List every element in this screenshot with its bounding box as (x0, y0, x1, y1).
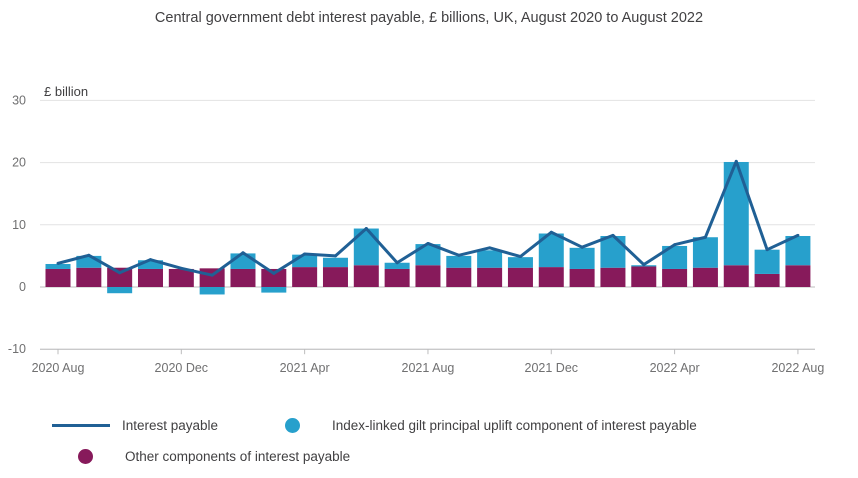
line-point-interest-payable (364, 227, 368, 231)
line-point-interest-payable (87, 253, 91, 257)
line-point-interest-payable (580, 245, 584, 249)
line-point-interest-payable (703, 235, 707, 239)
x-tick-label: 2022 Aug (771, 361, 824, 375)
line-point-interest-payable (642, 263, 646, 267)
bar-index-linked-uplift (137, 260, 163, 269)
bar-index-linked-uplift (477, 250, 503, 268)
x-tick-label: 2022 Apr (650, 361, 700, 375)
bar-index-linked-uplift (723, 161, 749, 266)
bar-other-components (107, 267, 133, 287)
line-point-interest-payable (673, 243, 677, 247)
bar-other-components (631, 266, 657, 287)
bar-other-components (415, 265, 441, 287)
bar-other-components (230, 268, 256, 287)
bar-other-components (569, 268, 595, 287)
line-point-interest-payable (518, 255, 522, 259)
bar-index-linked-uplift (754, 249, 780, 274)
bar-other-components (45, 268, 71, 287)
bar-other-components (446, 267, 472, 287)
x-tick-label: 2020 Aug (32, 361, 85, 375)
bar-other-components (723, 265, 749, 287)
bar-other-components (600, 267, 626, 287)
legend-dot-swatch (285, 418, 300, 433)
y-tick-label: 10 (12, 218, 26, 232)
line-point-interest-payable (457, 253, 461, 257)
bar-other-components (507, 267, 533, 287)
bar-other-components (199, 268, 225, 287)
y-tick-label: -10 (8, 342, 26, 356)
bar-index-linked-uplift (107, 287, 133, 294)
bar-index-linked-uplift (230, 253, 256, 269)
line-point-interest-payable (765, 248, 769, 252)
line-point-interest-payable (241, 251, 245, 255)
line-point-interest-payable (488, 246, 492, 250)
bar-index-linked-uplift (353, 228, 379, 266)
bar-index-linked-uplift (76, 255, 102, 268)
bar-other-components (76, 267, 102, 287)
x-tick-label: 2021 Apr (280, 361, 330, 375)
bar-index-linked-uplift (507, 257, 533, 268)
x-tick-label: 2020 Dec (155, 361, 209, 375)
bar-other-components (785, 265, 811, 287)
bar-index-linked-uplift (199, 287, 225, 295)
chart-plot: -10 0 10 20 30 £ billion 2020 Aug 2020 Dec 2021 … (8, 84, 824, 375)
bar-other-components (353, 265, 379, 287)
bar-index-linked-uplift (600, 235, 626, 268)
legend-dot-swatch (78, 449, 93, 464)
y-axis-unit-label: £ billion (44, 84, 88, 99)
bar-other-components (754, 273, 780, 287)
bar-index-linked-uplift (692, 237, 718, 268)
x-tick-label: 2021 Aug (402, 361, 455, 375)
x-tick-label: 2021 Dec (525, 361, 579, 375)
bar-other-components (692, 267, 718, 287)
line-point-interest-payable (148, 258, 152, 262)
line-point-interest-payable (56, 261, 60, 265)
bar-index-linked-uplift (446, 255, 472, 268)
bar-other-components (168, 268, 194, 287)
bar-index-linked-uplift (662, 245, 688, 269)
line-point-interest-payable (549, 230, 553, 234)
legend-item-other: Other components of interest payable (78, 449, 350, 464)
legend-label: Interest payable (122, 418, 219, 433)
bar-index-linked-uplift (45, 263, 71, 269)
y-tick-label: 30 (12, 93, 26, 107)
bar-other-components (137, 268, 163, 287)
y-tick-label: 0 (19, 280, 26, 294)
legend-item-interest-payable: Interest payable (52, 418, 218, 433)
bar-index-linked-uplift (415, 244, 441, 266)
bar-other-components (322, 267, 348, 287)
line-point-interest-payable (210, 273, 214, 277)
line-point-interest-payable (611, 233, 615, 237)
bar-other-components (384, 268, 410, 287)
y-tick-label: 20 (12, 156, 26, 170)
line-point-interest-payable (272, 271, 276, 275)
line-point-interest-payable (118, 271, 122, 275)
bar-other-components (261, 268, 287, 287)
bar-other-components (292, 267, 318, 287)
chart-title: Central government debt interest payable… (154, 10, 704, 26)
legend-label: Other components of interest payable (125, 449, 351, 464)
bar-other-components (538, 267, 564, 287)
line-point-interest-payable (796, 233, 800, 237)
legend-label: Index-linked gilt principal uplift compo… (332, 418, 697, 433)
bar-index-linked-uplift (322, 257, 348, 268)
bar-index-linked-uplift (569, 247, 595, 269)
legend-line-swatch (52, 424, 110, 427)
legend-item-index-linked: Index-linked gilt principal uplift compo… (285, 418, 697, 433)
line-point-interest-payable (303, 252, 307, 256)
line-point-interest-payable (734, 159, 738, 163)
line-point-interest-payable (333, 254, 337, 258)
bar-other-components (662, 268, 688, 287)
bar-other-components (477, 267, 503, 287)
line-point-interest-payable (426, 241, 430, 245)
line-point-interest-payable (395, 261, 399, 265)
line-point-interest-payable (179, 266, 183, 270)
bar-index-linked-uplift (261, 287, 287, 293)
bar-index-linked-uplift (384, 262, 410, 269)
